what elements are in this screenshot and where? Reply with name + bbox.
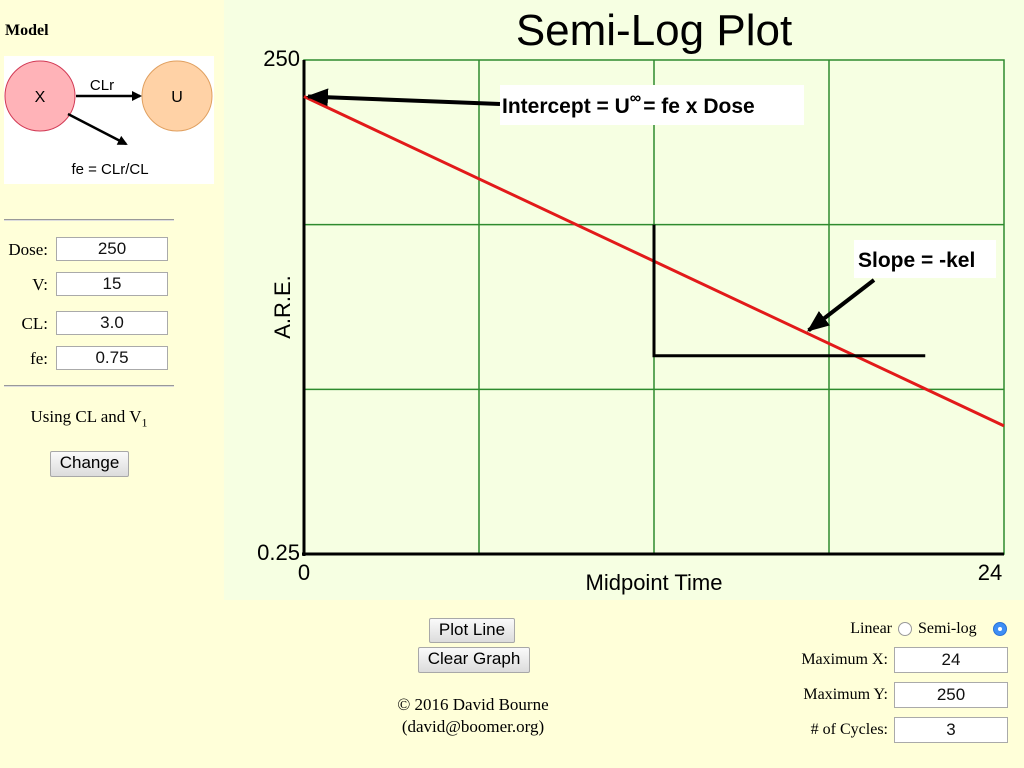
clearance-label: CL: <box>21 314 48 333</box>
compartment-x <box>4 60 76 132</box>
chart-title: Semi-Log Plot <box>516 6 792 55</box>
plot-line-button[interactable]: Plot Line <box>429 618 515 643</box>
semilog-radio[interactable] <box>993 622 1007 636</box>
max-y-input[interactable]: 250 <box>894 682 1008 708</box>
model-diagram: X U CLr fe = CLr/CL <box>4 56 214 184</box>
intercept-text: Intercept = U <box>502 95 630 118</box>
clear-graph-button[interactable]: Clear Graph <box>418 647 530 673</box>
change-button[interactable]: Change <box>50 451 129 477</box>
plot-panel: Semi-Log Plot 250 0.25 0 24 Midpoint Tim… <box>224 0 1024 600</box>
compartment-u-label: U <box>171 89 183 106</box>
fe-formula: fe = CLr/CL <box>71 161 148 178</box>
using-note: Using CL and V1 <box>0 407 178 430</box>
max-y-label: Maximum Y: <box>803 686 888 703</box>
author-email: (david@boomer.org) <box>401 717 545 736</box>
cycles-label: # of Cycles: <box>810 721 888 738</box>
slope-annotation: Slope = -kel <box>858 249 975 272</box>
intercept-arrow <box>306 88 501 107</box>
cycles-input[interactable]: 3 <box>894 717 1008 743</box>
y-tick-label-min: 0.25 <box>257 540 300 565</box>
semilog-label: Semi-log <box>918 620 977 637</box>
divider-top <box>4 219 174 221</box>
linear-label: Linear <box>850 620 892 637</box>
linear-radio[interactable] <box>898 622 912 636</box>
intercept-annotation-box <box>500 85 804 125</box>
y-tick-label-max: 250 <box>263 46 300 71</box>
slope-annotation-box <box>854 240 996 278</box>
using-note-text: Using CL and V <box>30 407 142 426</box>
intercept-annotation: Intercept = U∞= fe x Dose <box>502 90 755 118</box>
x-tick-label-max: 24 <box>978 560 1002 585</box>
fe-label: fe: <box>30 349 48 368</box>
max-x-input[interactable]: 24 <box>894 647 1008 673</box>
intercept-superscript: ∞ <box>630 90 641 107</box>
volume-input[interactable]: 15 <box>56 272 168 296</box>
fe-input[interactable]: 0.75 <box>56 346 168 370</box>
copyright: © 2016 David Bourne (david@boomer.org) <box>360 694 586 738</box>
clearance-input[interactable]: 3.0 <box>56 311 168 335</box>
x-axis-label: Midpoint Time <box>586 570 723 595</box>
y-axis-label: A.R.E. <box>270 275 295 339</box>
x-tick-label-min: 0 <box>298 560 310 585</box>
slope-arrow <box>806 278 876 332</box>
copyright-text: © 2016 David Bourne <box>397 695 549 714</box>
compartment-x-label: X <box>35 89 46 106</box>
elimination-arrow <box>67 112 128 146</box>
intercept-text-rest: = fe x Dose <box>643 95 754 118</box>
volume-label: V: <box>32 275 48 294</box>
divider-bottom <box>4 385 174 387</box>
compartment-u <box>141 60 213 132</box>
max-x-label: Maximum X: <box>801 651 888 668</box>
clr-label: CLr <box>90 77 114 94</box>
using-note-subscript: 1 <box>141 415 148 430</box>
dose-input[interactable]: 250 <box>56 237 168 261</box>
dose-label: Dose: <box>8 240 48 259</box>
slope-triangle <box>652 224 926 358</box>
model-title: Model <box>5 22 49 39</box>
semi-log-chart: Semi-Log Plot 250 0.25 0 24 Midpoint Tim… <box>257 6 1005 595</box>
